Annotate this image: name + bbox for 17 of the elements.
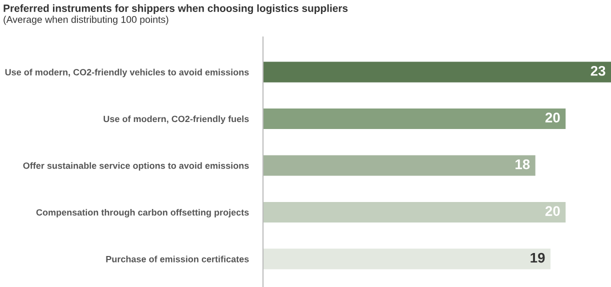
bar: [263, 248, 550, 270]
data-label: 20: [545, 206, 560, 216]
bar: [263, 108, 566, 130]
y-tick-label: Offer sustainable service options to avoid emissions: [23, 162, 249, 171]
data-label: 23: [590, 66, 606, 76]
bar: [263, 155, 536, 176]
data-label: 19: [530, 252, 545, 263]
data-label: 18: [516, 159, 530, 170]
y-tick-label: Purchase of emission certificates: [106, 256, 249, 262]
y-tick-label: Compensation through carbon offsetting projects: [36, 208, 249, 218]
bar: [263, 62, 611, 82]
y-tick-label: Use of modern, CO2-friendly vehicles to avoid emissions: [5, 68, 249, 78]
bar: [263, 202, 566, 223]
data-label: 20: [545, 112, 560, 123]
y-tick-label: Use of modern, CO2-friendly fuels: [104, 116, 249, 124]
text: Preferred instruments for shippers when choosing logistics suppliers: [4, 4, 348, 14]
text: (Average when distributing 100 points): [4, 16, 168, 25]
